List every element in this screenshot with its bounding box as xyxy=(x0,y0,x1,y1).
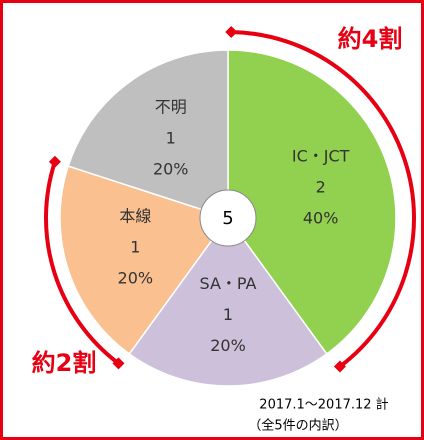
pie-slice xyxy=(67,49,229,220)
slice-percent: 20% xyxy=(153,160,189,179)
diamond xyxy=(112,357,125,370)
annotation: 約4割 xyxy=(338,25,403,53)
slice-percent: 40% xyxy=(303,208,339,227)
footer: 2017.1～2017.12 計 xyxy=(259,397,388,413)
total: 5 xyxy=(222,208,233,229)
slice-count: 1 xyxy=(223,305,233,324)
pie-slice xyxy=(227,49,397,355)
slice-label: SA・PA xyxy=(200,274,257,293)
slice-count: 1 xyxy=(130,238,140,257)
slice-percent: 20% xyxy=(210,336,246,355)
slice-count: 2 xyxy=(316,177,326,196)
diamond xyxy=(225,26,238,39)
diamond xyxy=(48,155,61,168)
center-circle xyxy=(199,189,257,247)
pie xyxy=(59,49,397,387)
annotation-arc xyxy=(231,30,416,369)
slice-percent: 20% xyxy=(118,269,154,288)
annotation-arcs xyxy=(44,30,416,369)
annotation: 約2割 xyxy=(32,349,97,377)
slice-count: 1 xyxy=(166,129,176,148)
pie-slice xyxy=(59,165,230,355)
slice-label: IC・JCT xyxy=(292,146,350,165)
annotation-ends xyxy=(48,26,346,373)
pie-slice xyxy=(128,216,328,387)
slice-label: 不明 xyxy=(155,98,187,117)
annotation-arc xyxy=(44,161,120,365)
slice-label: 本線 xyxy=(119,207,151,226)
diamond xyxy=(333,360,346,373)
footer: （全5件の内訳） xyxy=(248,418,347,434)
